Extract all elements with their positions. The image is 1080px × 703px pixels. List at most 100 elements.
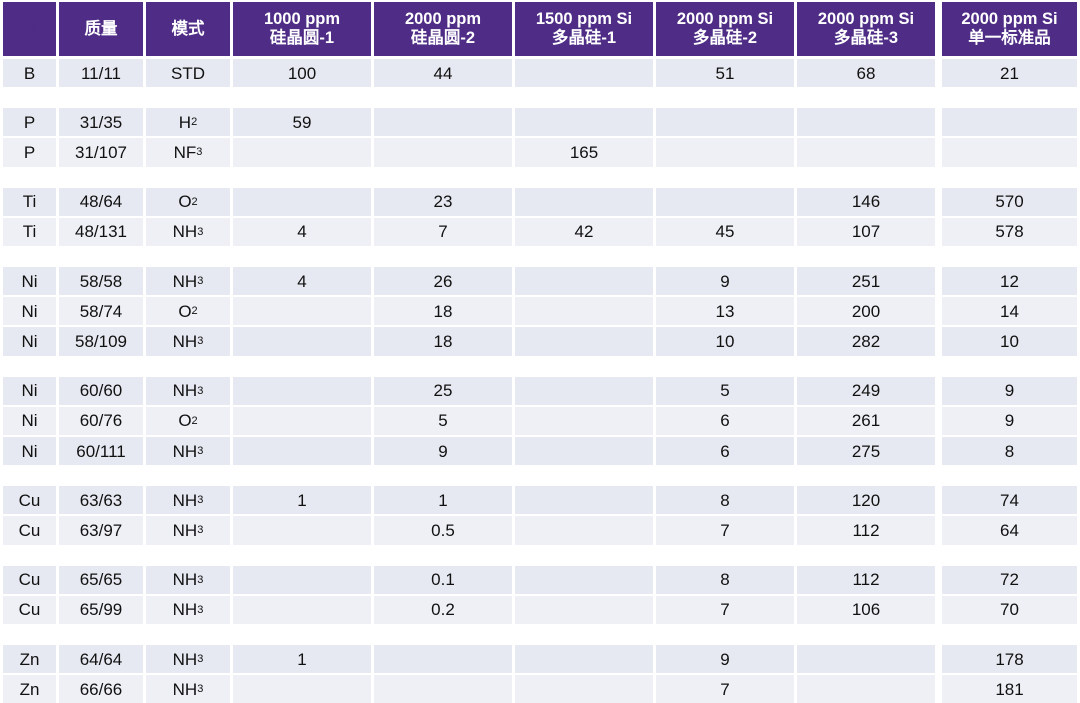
cell-wafer-2	[374, 138, 512, 167]
cell-wafer-1	[233, 516, 371, 545]
cell-mass: 58/109	[59, 327, 143, 356]
cell-mass: 48/64	[59, 187, 143, 216]
cell-mode: NH 3	[146, 376, 230, 405]
header-poly-2: 2000 ppm Si 多晶硅-2	[656, 2, 794, 56]
cell-wafer-1: 1	[233, 486, 371, 515]
cell-poly-1	[515, 675, 653, 703]
cell-poly-1	[515, 437, 653, 466]
cell-mass: 60/111	[59, 437, 143, 466]
cell-wafer-1	[233, 297, 371, 326]
cell-poly-3: 275	[797, 437, 935, 466]
cell-single-std: 10	[942, 327, 1077, 356]
cell-mass: 31/107	[59, 138, 143, 167]
cell-mass: 60/76	[59, 406, 143, 435]
header-single-std: 2000 ppm Si 单一标准品	[942, 2, 1077, 56]
cell-element: Ni	[3, 267, 56, 296]
cell-element: P	[3, 138, 56, 167]
mode-gas: NF	[173, 142, 197, 162]
header-mass: 质量	[59, 2, 143, 56]
header-line: 多晶硅-1	[551, 29, 617, 47]
cell-element: Cu	[3, 516, 56, 545]
mode-gas: NH	[172, 222, 198, 242]
cell-element: Ni	[3, 297, 56, 326]
header-line: 多晶硅-2	[692, 29, 758, 47]
mode-gas: NH	[172, 331, 198, 351]
cell-wafer-2: 23	[374, 187, 512, 216]
cell-wafer-1	[233, 327, 371, 356]
header-line: 2000 ppm Si	[961, 10, 1058, 29]
mode-gas: NH	[172, 679, 198, 699]
cell-wafer-1	[233, 406, 371, 435]
cell-mode: NH 3	[146, 437, 230, 466]
cell-poly-3: 106	[797, 595, 935, 624]
cell-mass: 65/65	[59, 565, 143, 594]
cell-poly-3: 249	[797, 376, 935, 405]
cell-wafer-1: 59	[233, 108, 371, 137]
cell-poly-3: 146	[797, 187, 935, 216]
cell-wafer-1: 1	[233, 645, 371, 674]
cell-single-std: 178	[942, 645, 1077, 674]
cell-mass: 31/35	[59, 108, 143, 137]
cell-poly-2: 7	[656, 675, 794, 703]
cell-single-std: 9	[942, 406, 1077, 435]
header-line: 单一标准品	[968, 29, 1051, 47]
cell-poly-2	[656, 187, 794, 216]
cell-wafer-1: 100	[233, 59, 371, 88]
cell-poly-1	[515, 486, 653, 515]
cell-single-std: 8	[942, 437, 1077, 466]
header-line: 多晶硅-3	[833, 29, 899, 47]
cell-wafer-2: 1	[374, 486, 512, 515]
cell-element: Cu	[3, 486, 56, 515]
cell-wafer-2	[374, 645, 512, 674]
cell-poly-1	[515, 59, 653, 88]
cell-element: Ti	[3, 217, 56, 246]
cell-wafer-1	[233, 565, 371, 594]
cell-poly-2: 7	[656, 595, 794, 624]
cell-mode: NH 3	[146, 645, 230, 674]
cell-wafer-2: 0.2	[374, 595, 512, 624]
cell-poly-2	[656, 108, 794, 137]
cell-single-std	[942, 108, 1077, 137]
cell-mode: NH 3	[146, 267, 230, 296]
cell-poly-1: 42	[515, 217, 653, 246]
cell-mass: 58/58	[59, 267, 143, 296]
mode-gas: NH	[172, 490, 198, 510]
cell-mass: 48/131	[59, 217, 143, 246]
cell-mass: 63/63	[59, 486, 143, 515]
cell-single-std: 21	[942, 59, 1077, 88]
cell-wafer-2: 25	[374, 376, 512, 405]
cell-poly-2: 45	[656, 217, 794, 246]
cell-poly-3: 68	[797, 59, 935, 88]
header-line: 1000 ppm	[263, 10, 341, 29]
cell-poly-3	[797, 138, 935, 167]
cell-mass: 63/97	[59, 516, 143, 545]
header-wafer-2: 2000 ppm 硅晶圆-2	[374, 2, 512, 56]
header-line: 1500 ppm Si	[535, 10, 633, 29]
header-line: 质量	[84, 19, 118, 38]
cell-single-std	[942, 138, 1077, 167]
cell-single-std: 74	[942, 486, 1077, 515]
cell-wafer-2	[374, 675, 512, 703]
cell-mode: NH 3	[146, 486, 230, 515]
results-table: 元素 质量 模式 1000 ppm 硅晶圆-1 2000 ppm 硅晶圆-2 1500 ppm…	[3, 2, 1077, 703]
cell-wafer-1	[233, 138, 371, 167]
cell-poly-1: 165	[515, 138, 653, 167]
cell-wafer-2: 5	[374, 406, 512, 435]
header-poly-3: 2000 ppm Si 多晶硅-3	[797, 2, 935, 56]
cell-element: Zn	[3, 645, 56, 674]
cell-element: Zn	[3, 675, 56, 703]
cell-element: Ni	[3, 376, 56, 405]
cell-poly-2	[656, 138, 794, 167]
header-mode: 模式	[146, 2, 230, 56]
mode-gas: H	[178, 112, 192, 132]
cell-poly-1	[515, 187, 653, 216]
cell-wafer-2: 44	[374, 59, 512, 88]
cell-element: Cu	[3, 595, 56, 624]
cell-single-std: 12	[942, 267, 1077, 296]
cell-poly-1	[515, 516, 653, 545]
cell-single-std: 181	[942, 675, 1077, 703]
